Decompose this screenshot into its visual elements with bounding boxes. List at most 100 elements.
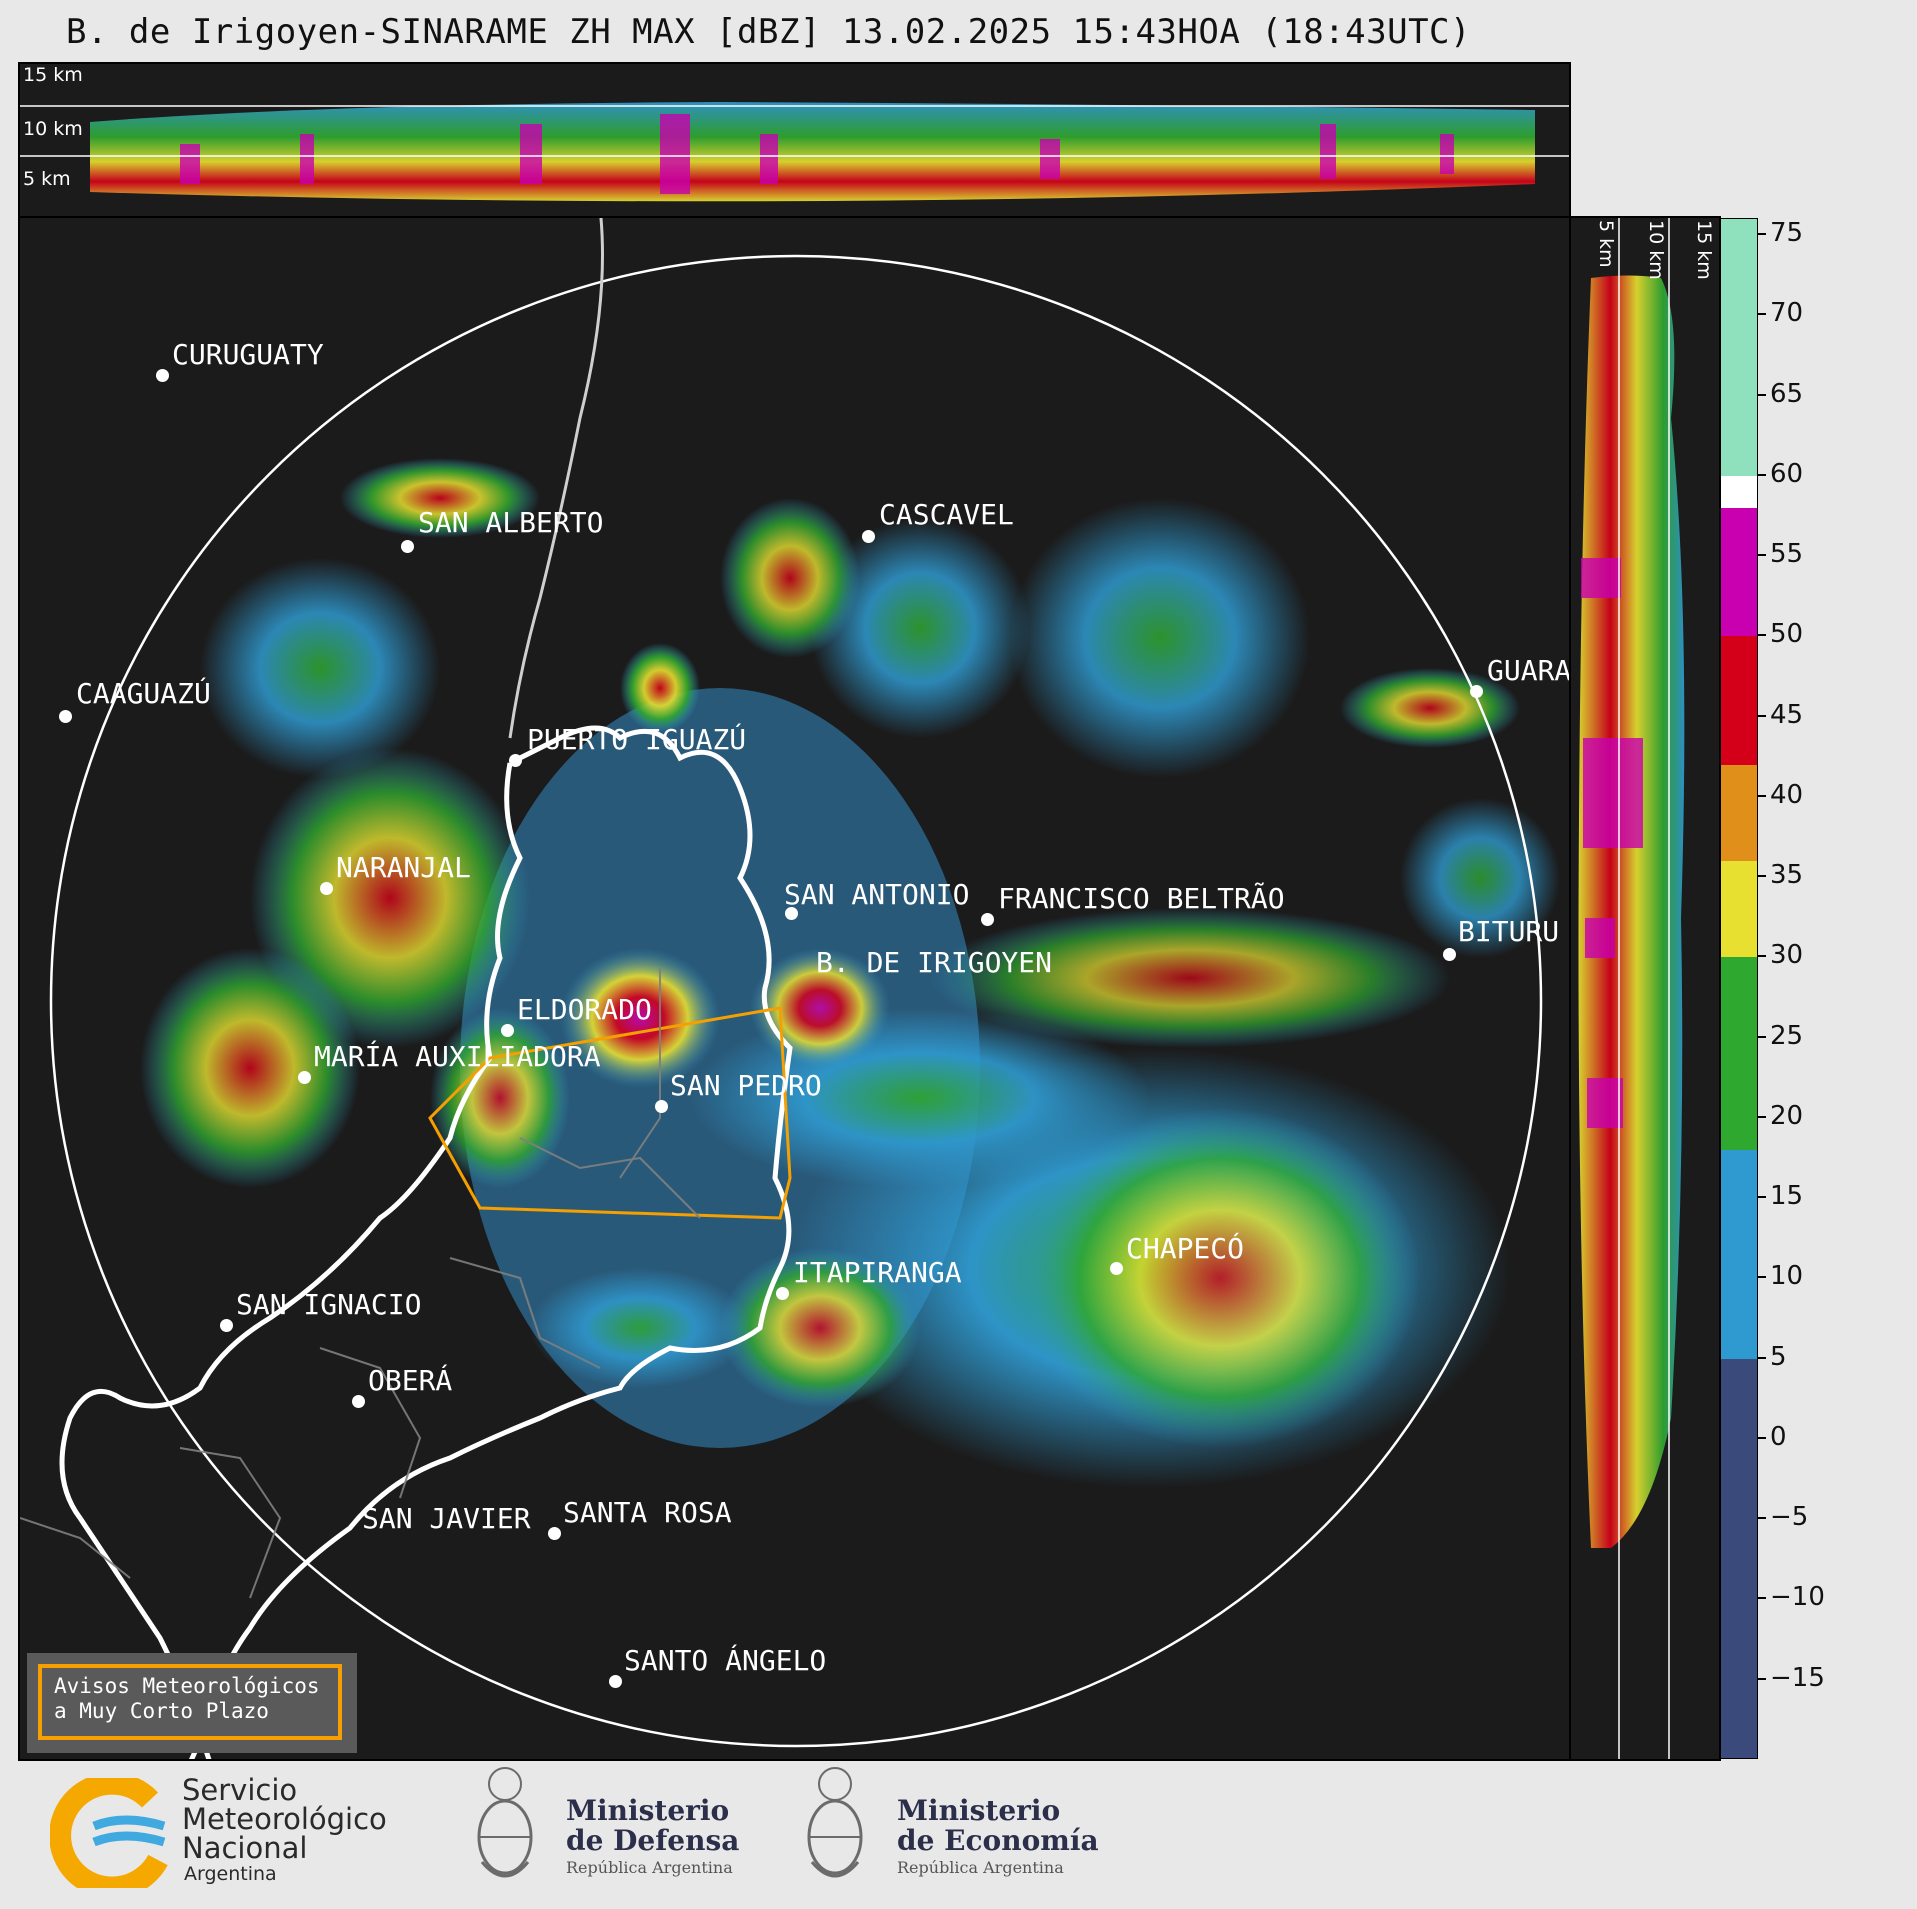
city-dot-naranjal <box>320 882 333 895</box>
colorbar-tick <box>1758 1436 1766 1439</box>
city-dot-santa-rosa <box>548 1527 561 1540</box>
warning-area-polygon <box>428 1006 792 1220</box>
city-label-eldorado: ELDORADO <box>517 993 652 1026</box>
city-label-bituru: BITURU <box>1458 915 1560 948</box>
smn-line-4: Argentina <box>184 1863 277 1885</box>
colorbar-tick <box>1758 1517 1766 1520</box>
colorbar-tick <box>1758 955 1766 958</box>
height-label-10km: 10 km <box>23 118 83 140</box>
city-label-itapiranga: ITAPIRANGA <box>793 1256 962 1289</box>
city-dot-guara <box>1470 685 1483 698</box>
colorbar-band <box>1721 1358 1757 1758</box>
department-boundaries <box>20 968 701 1599</box>
colorbar-tick <box>1758 1356 1766 1359</box>
city-dot-san-pedro <box>655 1100 668 1113</box>
colorbar-tick-label: 50 <box>1770 619 1804 650</box>
top-cross-section-panel: 15 km 10 km 5 km <box>18 62 1571 218</box>
defensa-line-3: República Argentina <box>566 1858 733 1877</box>
side-height-label-10km: 10 km <box>1645 220 1667 280</box>
smn-logo-icon <box>49 1772 168 1899</box>
city-dot-san-alberto <box>401 540 414 553</box>
city-label-chapeco: CHAPECÓ <box>1126 1232 1245 1265</box>
legend-line-1: Avisos Meteorológicos <box>54 1674 320 1698</box>
side-cross-section-panel: 5 km 10 km 15 km <box>1569 216 1721 1761</box>
colorbar-tick-label: 25 <box>1770 1020 1804 1051</box>
colorbar-tick-label: 45 <box>1770 699 1804 730</box>
radar-map-image <box>20 218 1560 1759</box>
height-label-15km: 15 km <box>23 64 83 86</box>
border-argentina-brazil <box>189 725 793 1759</box>
colorbar-tick-label: 20 <box>1770 1100 1804 1131</box>
top-cross-section-image <box>20 102 1569 202</box>
city-dot-santo-angelo <box>609 1675 622 1688</box>
city-label-francisco-beltrao: FRANCISCO BELTRÃO <box>998 882 1285 915</box>
warnings-legend-frame: Avisos Meteorológicos a Muy Corto Plazo <box>38 1664 342 1740</box>
colorbar-tick-label: −5 <box>1770 1502 1809 1533</box>
city-label-san-javier: SAN JAVIER <box>362 1502 531 1535</box>
colorbar-tick-label: 75 <box>1770 218 1804 249</box>
page-title: B. de Irigoyen-SINARAME ZH MAX [dBZ] 13.… <box>66 12 1471 52</box>
city-label-obera: OBERÁ <box>368 1364 453 1397</box>
colorbar-band <box>1721 1150 1757 1359</box>
colorbar-tick <box>1758 634 1766 637</box>
colorbar-tick-label: 15 <box>1770 1181 1804 1212</box>
colorbar-tick <box>1758 794 1766 797</box>
city-label-curuguaty: CURUGUATY <box>172 338 324 371</box>
economia-logo-text: Ministerio de Economía República Argenti… <box>897 1796 1099 1880</box>
coat-of-arms-economia-icon <box>800 1762 870 1897</box>
colorbar-tick <box>1758 714 1766 717</box>
city-dot-bituru <box>1443 948 1456 961</box>
smn-line-1: Servicio <box>182 1773 298 1807</box>
side-cross-section-image <box>1578 218 1685 1759</box>
city-dot-caaguazu <box>59 710 72 723</box>
city-label-san-antonio: SAN ANTONIO <box>784 878 970 911</box>
economia-line-3: República Argentina <box>897 1858 1064 1877</box>
colorbar-tick-label: 70 <box>1770 298 1804 329</box>
smn-logo <box>49 1772 170 1899</box>
city-label-san-alberto: SAN ALBERTO <box>418 506 604 539</box>
smn-line-2: Meteorológico <box>182 1802 387 1836</box>
economia-line-2: de Economía <box>897 1824 1099 1857</box>
city-dot-francisco-beltrao <box>981 913 994 926</box>
city-label-caaguazu: CAAGUAZÚ <box>76 677 211 710</box>
city-label-san-pedro: SAN PEDRO <box>670 1069 822 1102</box>
colorbar-band <box>1721 764 1757 862</box>
colorbar-tick-label: 30 <box>1770 940 1804 971</box>
city-label-cascavel: CASCAVEL <box>879 498 1014 531</box>
colorbar-tick <box>1758 393 1766 396</box>
colorbar-tick-label: 55 <box>1770 539 1804 570</box>
colorbar-tick <box>1758 313 1766 316</box>
colorbar-band <box>1721 861 1757 958</box>
colorbar-tick-label: 60 <box>1770 458 1804 489</box>
colorbar-tick <box>1758 233 1766 236</box>
colorbar-tick <box>1758 1677 1766 1680</box>
city-label-puerto-iguazu: PUERTO IGUAZÚ <box>527 723 747 756</box>
defensa-line-2: de Defensa <box>566 1824 740 1857</box>
colorbar-band <box>1721 507 1757 637</box>
city-dot-san-antonio <box>785 907 798 920</box>
city-dot-maria-auxiliadora <box>298 1071 311 1084</box>
height-label-5km: 5 km <box>23 168 71 190</box>
smn-logo-text: Servicio Meteorológico Nacional Argentin… <box>182 1773 387 1886</box>
radar-map-panel: CURUGUATY SAN ALBERTO CASCAVEL CAAGUAZÚ … <box>18 216 1571 1761</box>
colorbar-tick <box>1758 554 1766 557</box>
colorbar-tick <box>1758 1276 1766 1279</box>
city-dot-itapiranga <box>776 1287 789 1300</box>
coat-of-arms-defensa-icon <box>470 1762 540 1897</box>
colorbar-tick <box>1758 1115 1766 1118</box>
colorbar-tick-label: 40 <box>1770 779 1804 810</box>
city-dot-san-ignacio <box>220 1319 233 1332</box>
border-paraguay-brazil <box>508 218 604 739</box>
colorbar-tick <box>1758 1597 1766 1600</box>
city-label-naranjal: NARANJAL <box>336 851 471 884</box>
smn-line-3: Nacional <box>182 1831 308 1865</box>
city-label-b-de-irigoyen: B. DE IRIGOYEN <box>816 946 1053 979</box>
city-label-maria-auxiliadora: MARÍA AUXILIADORA <box>314 1040 601 1073</box>
city-dot-cascavel <box>862 530 875 543</box>
dbz-colorbar <box>1720 218 1758 1759</box>
city-dot-curuguaty <box>156 369 169 382</box>
city-dot-chapeco <box>1110 1262 1123 1275</box>
colorbar-tick-label: 65 <box>1770 378 1804 409</box>
city-label-guara: GUARA <box>1487 654 1571 687</box>
city-label-santo-angelo: SANTO ÁNGELO <box>624 1644 827 1677</box>
